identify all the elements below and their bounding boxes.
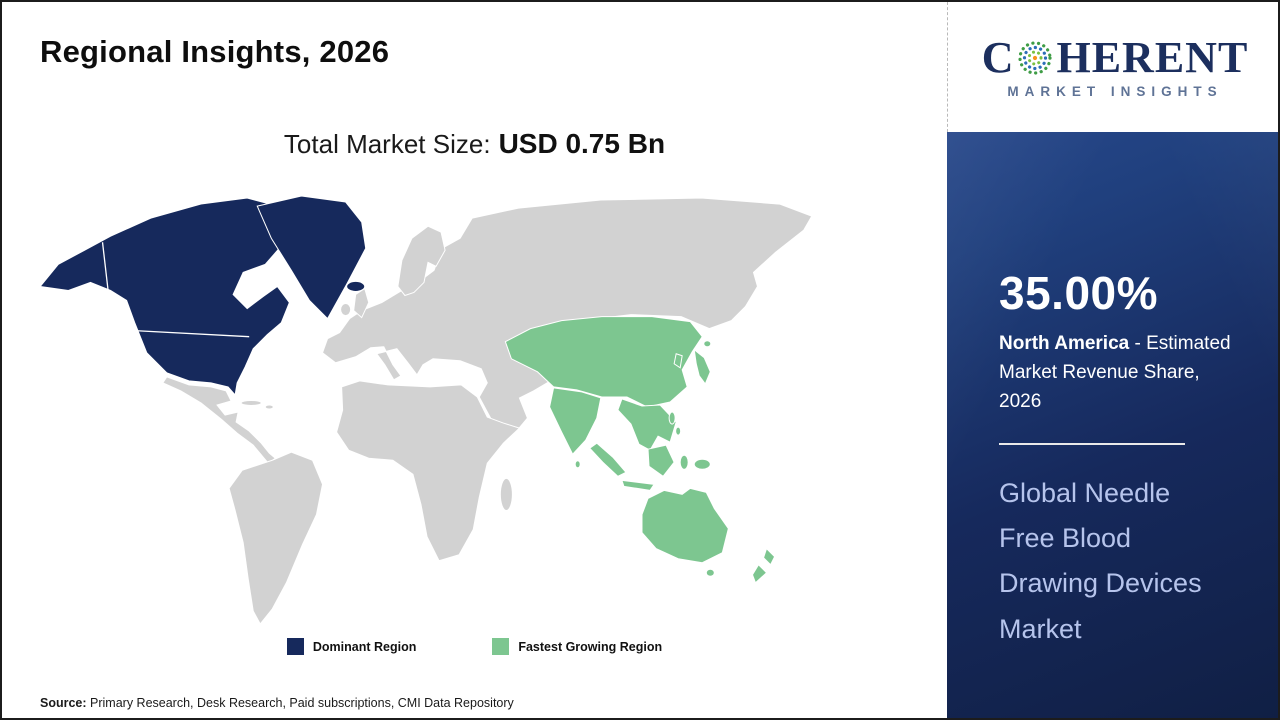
map-region-southeast-asia	[617, 398, 677, 451]
map-island-hispaniola	[264, 404, 274, 410]
brand-letter-c: C	[981, 32, 1015, 82]
map-island-philippines-south	[675, 426, 682, 436]
map-region-australia	[641, 487, 729, 564]
map-region-africa	[336, 380, 521, 562]
market-share-caption: North America - Estimated Market Revenue…	[999, 330, 1247, 417]
map-region-new-zealand-north	[762, 547, 776, 566]
dominant-region-label: Dominant Region	[312, 639, 417, 654]
map-region-new-zealand-south	[751, 563, 768, 584]
brand-letters-rest: HERENT	[1056, 32, 1249, 82]
region-caption-rest: - Estimated Market Revenue Share, 2026	[999, 333, 1231, 412]
map-island-sulawesi	[679, 454, 689, 470]
map-island-philippines-north	[668, 411, 676, 425]
source-label: Source:	[40, 696, 87, 710]
map-island-cuba	[240, 399, 262, 406]
coherent-logo-dotted-o-icon	[1016, 39, 1054, 77]
world-map-svg	[39, 195, 813, 625]
fastest-growing-region-swatch	[492, 638, 510, 655]
market-size-value: USD 0.75 Bn	[498, 128, 666, 159]
map-island-sumatra	[588, 442, 627, 477]
side-panel: C HERENT MARKET INSIGHTS 35.00% North Am…	[947, 2, 1278, 718]
map-legend: Dominant Region Fastest Growing Region	[2, 638, 947, 655]
map-island-sri-lanka	[574, 460, 581, 469]
map-region-north-america	[39, 197, 290, 397]
panel-content: 35.00% North America - Estimated Market …	[999, 270, 1249, 652]
brand-logo: C HERENT MARKET INSIGHTS	[947, 2, 1278, 132]
legend-item-fastest-growing: Fastest Growing Region	[492, 638, 662, 655]
brand-wordmark: C HERENT	[981, 32, 1249, 82]
map-region-korea	[673, 353, 683, 369]
map-island-java	[621, 479, 655, 491]
map-region-central-asia-china	[504, 316, 703, 408]
region-name: North America	[999, 333, 1130, 354]
map-border-us-canada	[134, 329, 250, 338]
market-size-label: Total Market Size:	[283, 129, 491, 159]
map-region-mexico-central-america	[162, 376, 277, 464]
total-market-size: Total Market Size: USD 0.75 Bn	[2, 128, 947, 160]
map-region-greenland	[256, 195, 367, 320]
map-region-india	[549, 387, 602, 456]
map-island-madagascar	[499, 477, 513, 511]
fastest-growing-region-label: Fastest Growing Region	[518, 639, 663, 654]
map-border-alaska	[101, 242, 110, 295]
map-island-new-guinea	[693, 458, 711, 470]
map-island-iceland	[346, 280, 366, 292]
content-area: Regional Insights, 2026 Total Market Siz…	[2, 2, 947, 718]
dominant-region-swatch	[286, 638, 304, 655]
map-island-tasmania	[705, 568, 715, 577]
world-map	[38, 190, 814, 627]
source-note: Source: Primary Research, Desk Research,…	[40, 696, 514, 710]
map-region-japan	[693, 348, 711, 385]
map-island-borneo	[647, 444, 675, 477]
map-region-south-america	[228, 451, 324, 625]
map-region-scandinavia	[397, 225, 446, 297]
brand-subtitle: MARKET INSIGHTS	[1007, 83, 1223, 99]
map-island-ireland	[340, 303, 352, 317]
market-name: Global Needle Free Blood Drawing Devices…	[999, 477, 1202, 644]
source-text: Primary Research, Desk Research, Paid su…	[86, 696, 514, 710]
page-title: Regional Insights, 2026	[40, 34, 390, 69]
map-island-hokkaido	[703, 340, 712, 348]
panel-divider	[999, 442, 1185, 445]
market-share-value: 35.00%	[999, 267, 1159, 319]
legend-item-dominant: Dominant Region	[286, 638, 417, 655]
